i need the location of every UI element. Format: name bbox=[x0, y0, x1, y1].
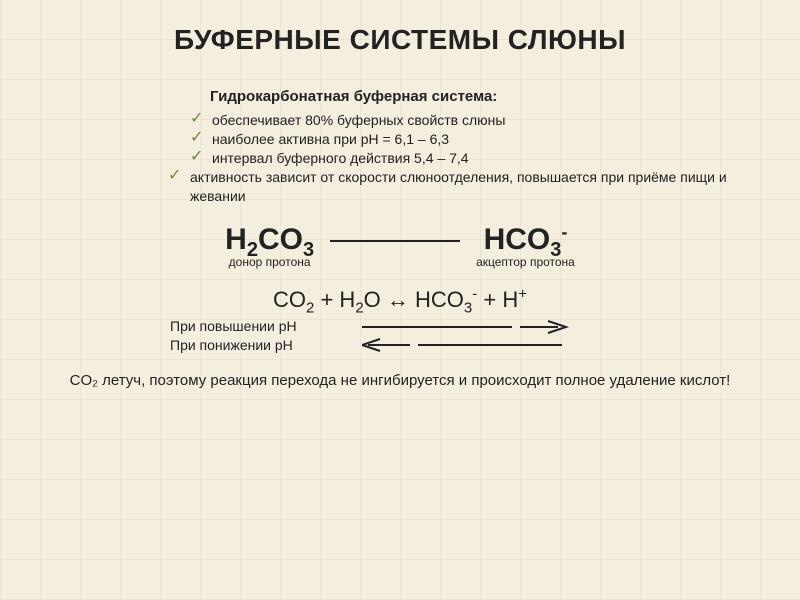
list-item: ✓ активность зависит от скорости слюноот… bbox=[168, 168, 730, 206]
donor-caption: донор протона bbox=[229, 255, 311, 269]
equilibrium-row: H2CO3 донор протона HCO3- акцептор прото… bbox=[40, 223, 760, 269]
check-icon: ✓ bbox=[190, 149, 203, 165]
bullet-text: наиболее активна при pH = 6,1 – 6,3 bbox=[212, 131, 449, 147]
donor-column: H2CO3 донор протона bbox=[225, 223, 314, 269]
ph-down-label: При понижении pH bbox=[170, 336, 350, 354]
list-item: ✓ обеспечивает 80% буферных свойств слюн… bbox=[190, 111, 730, 130]
list-item: ✓ наиболее активна при pH = 6,1 – 6,3 bbox=[190, 130, 730, 149]
acceptor-column: HCO3- акцептор протона bbox=[476, 223, 575, 269]
bullet-text: обеспечивает 80% буферных свойств слюны bbox=[212, 112, 505, 128]
donor-formula: H2CO3 bbox=[225, 223, 314, 257]
reaction-equation: CO2 + H2O ↔ HCO3- + H+ bbox=[40, 287, 760, 313]
check-icon: ✓ bbox=[190, 111, 203, 127]
arrow-left-icon bbox=[362, 338, 572, 352]
ph-up-line: При повышении pH bbox=[170, 317, 630, 335]
check-icon: ✓ bbox=[168, 168, 181, 184]
list-item: ✓ интервал буферного действия 5,4 – 7,4 bbox=[190, 149, 730, 168]
check-icon: ✓ bbox=[190, 130, 203, 146]
bullet-list: ✓ обеспечивает 80% буферных свойств слюн… bbox=[190, 111, 730, 205]
arrow-right-icon bbox=[362, 320, 572, 334]
ph-arrows-block: При повышении pH При понижении pH bbox=[170, 317, 630, 353]
equilibrium-bar bbox=[330, 240, 460, 242]
footnote: CO₂ летуч, поэтому реакция перехода не и… bbox=[40, 372, 760, 389]
bullet-text: интервал буферного действия 5,4 – 7,4 bbox=[212, 150, 469, 166]
bullet-text: активность зависит от скорости слюноотде… bbox=[190, 169, 727, 204]
buffer-subhead: Гидрокарбонатная буферная система: bbox=[210, 88, 760, 105]
acceptor-formula: HCO3- bbox=[484, 223, 568, 257]
slide-title: БУФЕРНЫЕ СИСТЕМЫ СЛЮНЫ bbox=[40, 24, 760, 56]
ph-up-label: При повышении pH bbox=[170, 317, 350, 335]
acceptor-caption: акцептор протона bbox=[476, 255, 575, 269]
ph-down-line: При понижении pH bbox=[170, 336, 630, 354]
